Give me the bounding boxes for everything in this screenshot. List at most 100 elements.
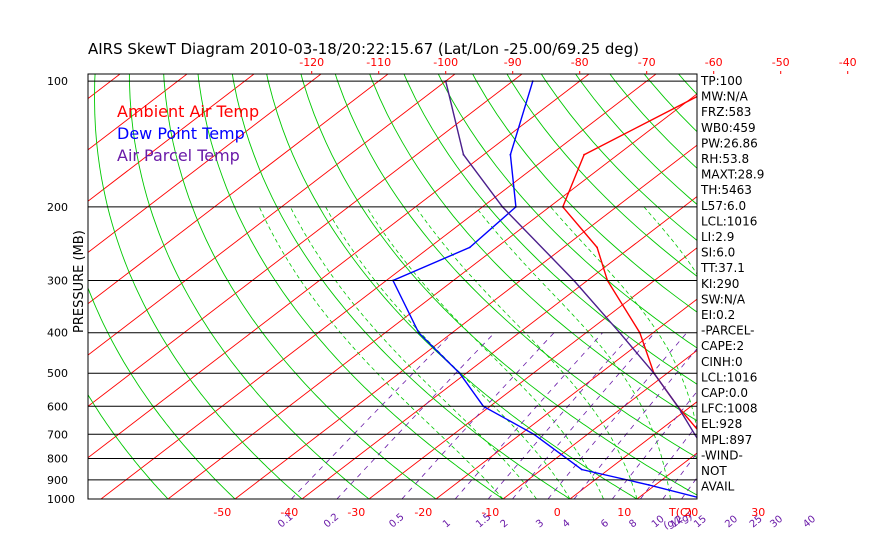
index-line: MPL:897 — [701, 433, 752, 447]
plot-frame — [87, 73, 698, 500]
mixing-ratio-label: 0.5 — [387, 512, 406, 531]
dry-adiabat-line — [403, 74, 697, 385]
moist-adiabat-line — [750, 207, 787, 499]
mixing-ratio-label: 3 — [534, 518, 546, 531]
moist-adiabat-line — [258, 206, 504, 499]
index-line: EL:928 — [701, 417, 742, 431]
dry-adiabat-line — [506, 74, 697, 277]
series-point — [703, 498, 705, 500]
pressure-tick-label: 200 — [47, 201, 68, 214]
moist-adiabat-line — [289, 206, 537, 499]
pressure-tick-label: 300 — [47, 275, 68, 288]
top-temp-tick-label: -90 — [504, 56, 522, 69]
isotherm-line — [88, 74, 389, 305]
index-line: TT:37.1 — [700, 261, 745, 275]
mixing-ratio-label: 1 — [441, 518, 453, 531]
isotherm-line — [100, 74, 657, 499]
chart-title: AIRS SkewT Diagram 2010-03-18/20:22:15.6… — [88, 40, 639, 58]
top-temp-tick-label: -60 — [705, 56, 723, 69]
pressure-tick-label: 500 — [47, 367, 68, 380]
isotherm-line — [88, 74, 456, 356]
index-line: CINH:0 — [701, 355, 743, 369]
pressure-tick-label: 1000 — [47, 493, 75, 506]
dry-adiabat-line — [334, 74, 697, 459]
mixing-ratio-label: 8 — [627, 518, 639, 531]
dry-adiabat-line — [163, 74, 437, 499]
mixing-ratio-line — [736, 333, 856, 499]
mixing-ratio-line — [813, 333, 870, 499]
index-line: CAP:0.0 — [701, 386, 748, 400]
pressure-tick-label: 600 — [47, 400, 68, 413]
bottom-temp-tick-label: 30 — [751, 506, 765, 519]
index-line: LCL:1016 — [701, 370, 757, 384]
moist-adiabat-line — [325, 206, 571, 499]
index-line: SI:6.0 — [701, 246, 735, 260]
dry-adiabat-line — [88, 393, 169, 499]
bottom-temp-tick-label: -20 — [414, 506, 432, 519]
mixing-ratio-label: 0.2 — [322, 512, 341, 531]
mixing-ratio-line — [336, 332, 495, 499]
isotherm-line — [0, 52, 82, 508]
dry-adiabat-line — [231, 74, 571, 499]
pressure-tick-label: 800 — [47, 453, 68, 466]
moist-adiabat-line — [475, 206, 671, 499]
series-line-2 — [445, 80, 697, 440]
mixing-ratio-label: 4 — [561, 518, 573, 531]
dry-adiabat-line — [769, 62, 870, 508]
isotherm-line — [234, 144, 697, 499]
mixing-ratio-line — [760, 333, 870, 499]
series-point — [596, 246, 598, 249]
top-temp-tick-label: -40 — [839, 56, 857, 69]
isotherm-line — [368, 247, 697, 499]
isotherm-line — [88, 74, 188, 151]
series-point — [703, 498, 705, 500]
index-line: FRZ:583 — [701, 105, 751, 119]
index-line: EI:0.2 — [701, 308, 735, 322]
isotherm-line — [759, 52, 870, 508]
isotherm-line — [88, 74, 255, 202]
mixing-ratio-label: 30 — [768, 514, 785, 531]
legend-item: Air Parcel Temp — [117, 146, 240, 165]
dry-adiabat-line — [437, 74, 697, 349]
moist-adiabat-line — [805, 207, 851, 499]
series-point — [580, 468, 583, 471]
index-line: NOT — [701, 464, 727, 478]
dry-adiabat-line — [266, 74, 638, 499]
index-line: RH:53.8 — [701, 152, 749, 166]
index-line: PW:26.86 — [701, 136, 758, 150]
dry-adiabat-line — [88, 286, 236, 499]
index-line: L57:6.0 — [701, 199, 746, 213]
isotherm-line — [435, 298, 697, 499]
dry-adiabat-line — [677, 74, 697, 96]
mixing-ratio-line — [547, 332, 688, 499]
mixing-ratio-label: 6 — [599, 518, 611, 531]
mixing-ratio-label: 40 — [801, 514, 818, 531]
dry-adiabat-line — [94, 74, 303, 499]
dry-adiabat-line — [369, 74, 697, 422]
bottom-temp-tick-label: 0 — [554, 506, 561, 519]
top-temp-tick-label: -80 — [571, 56, 589, 69]
index-line: -PARCEL- — [701, 324, 755, 338]
isotherm-line — [502, 349, 697, 499]
mixing-ratio-label: 20 — [723, 514, 740, 531]
isotherm-line — [569, 401, 697, 499]
isotherm-line — [0, 52, 15, 508]
top-temp-tick-label: -100 — [433, 56, 458, 69]
y-axis-label: PRESSURE (MB) — [72, 230, 87, 333]
moist-adiabat-line — [838, 207, 870, 499]
index-line: LCL:1016 — [701, 214, 757, 228]
temp-unit-label: T(C) — [668, 506, 692, 519]
isotherm-line — [88, 74, 590, 459]
pressure-tick-label: 100 — [47, 75, 68, 88]
index-line: SW:N/A — [701, 292, 746, 306]
series-point — [710, 498, 712, 500]
pressure-tick-label: 900 — [47, 474, 68, 487]
index-line: KI:290 — [701, 277, 739, 291]
moist-adiabat-line — [415, 206, 638, 499]
dry-adiabat-line — [128, 74, 370, 499]
mixing-ratio-line — [512, 332, 656, 499]
top-temp-tick-label: -70 — [638, 56, 656, 69]
index-line: CAPE:2 — [701, 339, 744, 353]
